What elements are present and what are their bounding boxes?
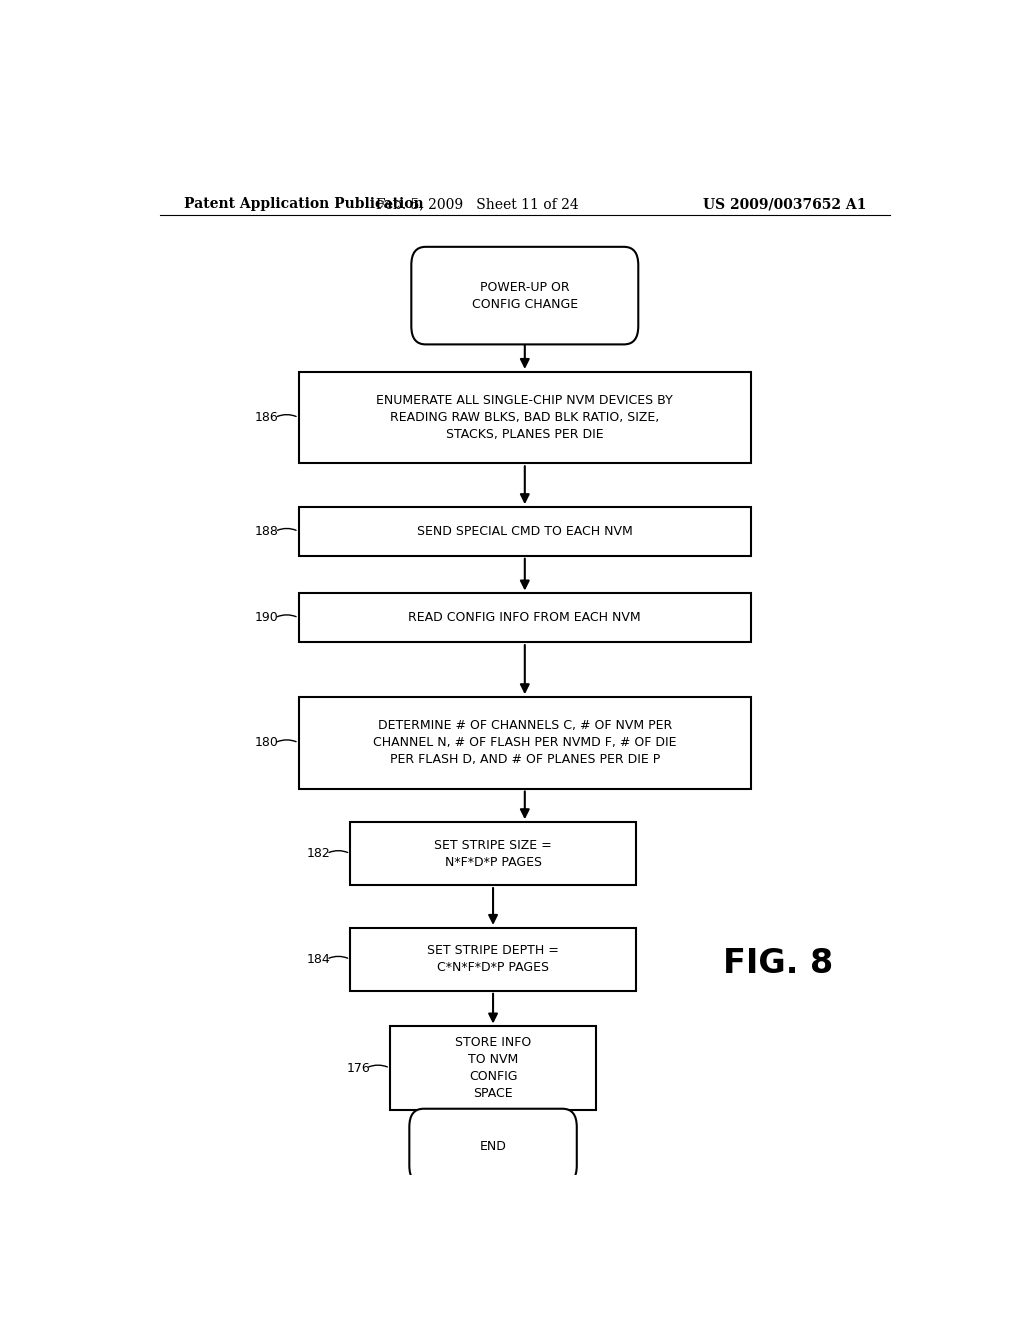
- Text: 176: 176: [346, 1061, 370, 1074]
- FancyArrowPatch shape: [329, 957, 348, 958]
- FancyBboxPatch shape: [299, 372, 751, 463]
- FancyArrowPatch shape: [278, 528, 296, 531]
- Text: FIG. 8: FIG. 8: [723, 946, 834, 979]
- FancyBboxPatch shape: [410, 1109, 577, 1184]
- FancyBboxPatch shape: [390, 1027, 596, 1110]
- FancyBboxPatch shape: [412, 247, 638, 345]
- Text: 190: 190: [255, 611, 279, 624]
- FancyArrowPatch shape: [329, 850, 348, 853]
- Text: US 2009/0037652 A1: US 2009/0037652 A1: [702, 197, 866, 211]
- FancyArrowPatch shape: [278, 414, 296, 416]
- FancyBboxPatch shape: [299, 507, 751, 556]
- Text: READ CONFIG INFO FROM EACH NVM: READ CONFIG INFO FROM EACH NVM: [409, 611, 641, 624]
- Text: Feb. 5, 2009   Sheet 11 of 24: Feb. 5, 2009 Sheet 11 of 24: [376, 197, 579, 211]
- Text: 182: 182: [306, 847, 331, 861]
- Text: POWER-UP OR
CONFIG CHANGE: POWER-UP OR CONFIG CHANGE: [472, 281, 578, 310]
- Text: 180: 180: [255, 737, 279, 750]
- Text: Patent Application Publication: Patent Application Publication: [183, 197, 423, 211]
- Text: STORE INFO
TO NVM
CONFIG
SPACE: STORE INFO TO NVM CONFIG SPACE: [455, 1036, 531, 1100]
- Text: 186: 186: [255, 411, 279, 424]
- FancyBboxPatch shape: [299, 594, 751, 643]
- FancyBboxPatch shape: [299, 697, 751, 788]
- Text: DETERMINE # OF CHANNELS C, # OF NVM PER
CHANNEL N, # OF FLASH PER NVMD F, # OF D: DETERMINE # OF CHANNELS C, # OF NVM PER …: [373, 719, 677, 767]
- FancyBboxPatch shape: [350, 928, 636, 991]
- Text: 188: 188: [255, 525, 279, 539]
- FancyArrowPatch shape: [278, 615, 296, 616]
- FancyArrowPatch shape: [369, 1065, 387, 1067]
- Text: END: END: [479, 1140, 507, 1152]
- Text: 184: 184: [306, 953, 331, 966]
- Text: SET STRIPE SIZE =
N*F*D*P PAGES: SET STRIPE SIZE = N*F*D*P PAGES: [434, 838, 552, 869]
- Text: SET STRIPE DEPTH =
C*N*F*D*P PAGES: SET STRIPE DEPTH = C*N*F*D*P PAGES: [427, 944, 559, 974]
- FancyArrowPatch shape: [278, 739, 296, 742]
- FancyBboxPatch shape: [350, 822, 636, 886]
- Text: SEND SPECIAL CMD TO EACH NVM: SEND SPECIAL CMD TO EACH NVM: [417, 525, 633, 539]
- Text: ENUMERATE ALL SINGLE-CHIP NVM DEVICES BY
READING RAW BLKS, BAD BLK RATIO, SIZE,
: ENUMERATE ALL SINGLE-CHIP NVM DEVICES BY…: [377, 395, 673, 441]
